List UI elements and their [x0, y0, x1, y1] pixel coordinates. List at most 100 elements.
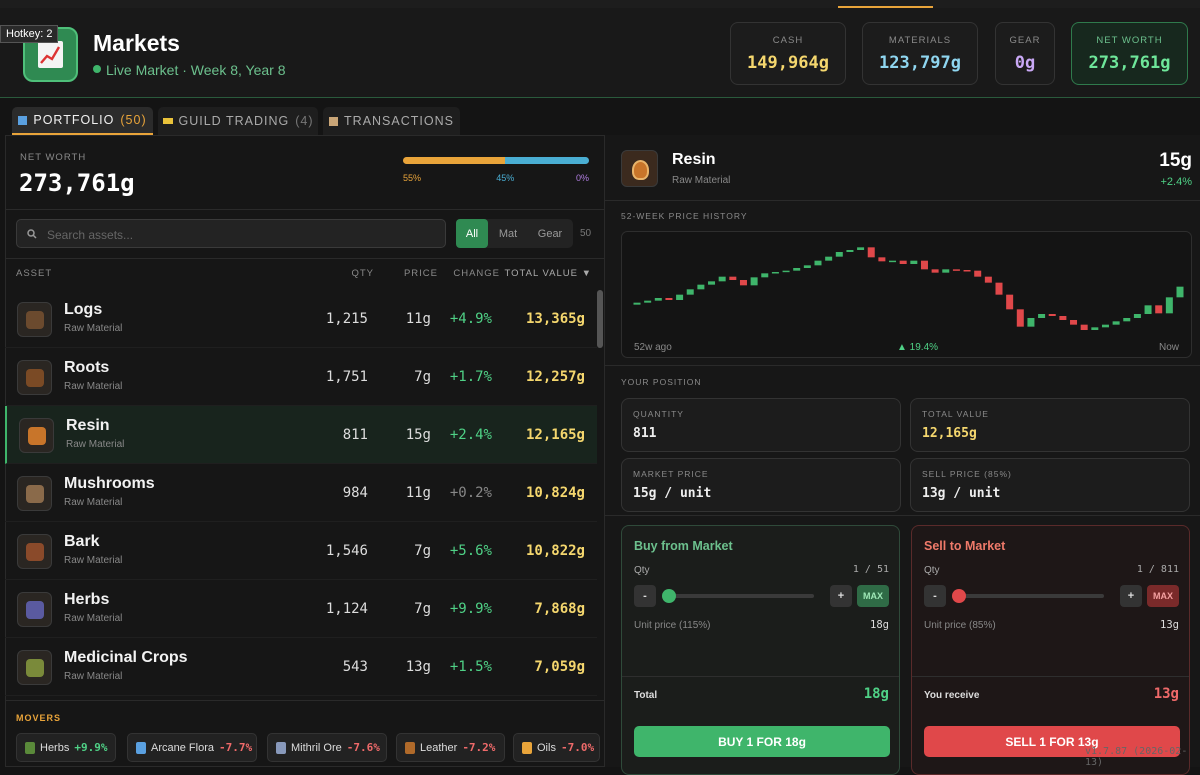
tab-label: GUILD TRADING [178, 114, 290, 128]
column-header[interactable]: QTY [351, 268, 374, 279]
position-card: QUANTITY 811 [621, 398, 901, 452]
candle [814, 260, 822, 266]
version: v1.7.87 (2026-02-13) [1085, 746, 1188, 768]
asset-icon-glyph [26, 543, 44, 561]
tab-label: PORTFOLIO [33, 113, 115, 127]
column-header[interactable]: PRICE [403, 268, 438, 279]
mover-icon [136, 741, 146, 754]
asset-change: +4.9% [449, 311, 492, 327]
sell-panel: Sell to Market Qty 1 / 811 - + MAX Unit price … [911, 525, 1190, 775]
max-button[interactable]: MAX [1147, 585, 1179, 607]
candle [1027, 318, 1035, 327]
candle [1165, 297, 1173, 314]
action-button[interactable]: SELL 1 FOR 13g [924, 726, 1180, 757]
mover-name: Leather [420, 741, 458, 754]
candle [1112, 321, 1120, 325]
mover-change: +9.9% [74, 741, 108, 754]
position-label: MARKET PRICE [633, 469, 709, 479]
candle [920, 260, 928, 270]
asset-row[interactable]: Mushrooms Raw Material 984 11g +0.2% 10,824g [5, 464, 597, 522]
tab[interactable]: TRANSACTIONS [323, 107, 460, 135]
asset-icon-glyph [26, 601, 44, 619]
asset-qty: 811 [342, 427, 368, 443]
mover-icon [276, 741, 286, 754]
action-button[interactable]: BUY 1 FOR 18g [634, 726, 890, 757]
plus-button[interactable]: + [1120, 585, 1142, 607]
mover-chip[interactable]: Leather -7.2% [396, 733, 505, 762]
slider-thumb[interactable] [662, 589, 676, 603]
candle [931, 269, 939, 273]
candle [633, 302, 641, 305]
plus-button[interactable]: + [830, 585, 852, 607]
page-title: Markets [93, 30, 180, 56]
column-header[interactable]: ASSET [16, 268, 53, 279]
asset-qty: 1,124 [325, 601, 368, 617]
asset-count: 50 [580, 228, 592, 239]
asset-icon [17, 650, 52, 685]
asset-total: 10,824g [525, 485, 585, 501]
mover-change: -7.2% [462, 741, 496, 754]
candle [686, 289, 694, 295]
minus-button[interactable]: - [924, 585, 946, 607]
filter-button[interactable]: All [456, 219, 488, 248]
candle [910, 260, 918, 264]
tab-count: (50) [120, 113, 147, 127]
candle [676, 294, 684, 300]
mover-chip[interactable]: Arcane Flora -7.7% [127, 733, 257, 762]
candle [739, 280, 747, 286]
asset-total: 7,059g [534, 659, 585, 675]
position-card: TOTAL VALUE 12,165g [910, 398, 1190, 452]
max-button[interactable]: MAX [857, 585, 889, 607]
asset-icon [17, 592, 52, 627]
filter-button[interactable]: Gear [537, 227, 563, 240]
tab[interactable]: PORTFOLIO (50) [12, 107, 153, 135]
candle [729, 276, 737, 280]
asset-icon-glyph [26, 369, 44, 387]
price-chart [621, 231, 1192, 358]
position-card: MARKET PRICE 15g / unit [621, 458, 901, 512]
filter-button[interactable]: Mat [498, 227, 518, 240]
candle [1016, 309, 1024, 327]
candle [835, 252, 843, 257]
asset-row[interactable]: Resin Raw Material 811 15g +2.4% 12,165g [5, 406, 597, 464]
item-change: +2.4% [1160, 176, 1193, 188]
asset-type: Raw Material [64, 323, 123, 334]
mover-chip[interactable]: Herbs +9.9% [16, 733, 116, 762]
mover-change: -7.6% [346, 741, 380, 754]
minus-button[interactable]: - [634, 585, 656, 607]
subtitle: Live Market · Week 8, Year 8 [106, 62, 286, 78]
divider [605, 200, 1200, 201]
asset-qty: 1,751 [325, 369, 368, 385]
candle [1176, 286, 1184, 298]
asset-row[interactable]: Herbs Raw Material 1,124 7g +9.9% 7,868g [5, 580, 597, 638]
mover-chip[interactable]: Oils -7.0% [513, 733, 600, 762]
allocation-segment [403, 157, 506, 164]
asset-change: +1.5% [449, 659, 492, 675]
candle [867, 247, 875, 258]
unit-price-label: Unit price (115%) [634, 620, 711, 631]
asset-qty: 1,215 [325, 311, 368, 327]
candle [1048, 314, 1056, 316]
slider-thumb[interactable] [952, 589, 966, 603]
candle [857, 247, 865, 250]
tab[interactable]: GUILD TRADING (4) [158, 107, 318, 135]
mover-chip[interactable]: Mithril Ore -7.6% [267, 733, 387, 762]
asset-price: 11g [405, 311, 431, 327]
asset-type: Raw Material [64, 381, 123, 392]
asset-row[interactable]: Medicinal Crops Raw Material 543 13g +1.5% 7,… [5, 638, 597, 696]
candle [697, 284, 705, 290]
asset-icon-glyph [26, 485, 44, 503]
asset-price: 15g [405, 427, 431, 443]
search-icon [27, 229, 37, 239]
position-label: SELL PRICE (85%) [922, 469, 1012, 479]
asset-row[interactable]: Logs Raw Material 1,215 11g +4.9% 13,365g [5, 290, 597, 348]
search-box[interactable]: Search assets... [16, 219, 446, 248]
candle [793, 268, 801, 271]
asset-row[interactable]: Bark Raw Material 1,546 7g +5.6% 10,822g [5, 522, 597, 580]
asset-name: Mushrooms [64, 475, 155, 492]
column-header[interactable]: TOTAL VALUE ▼ [504, 268, 592, 279]
asset-name: Roots [64, 359, 110, 376]
candle [1006, 294, 1014, 310]
column-header[interactable]: CHANGE [453, 268, 500, 279]
asset-row[interactable]: Roots Raw Material 1,751 7g +1.7% 12,257g [5, 348, 597, 406]
